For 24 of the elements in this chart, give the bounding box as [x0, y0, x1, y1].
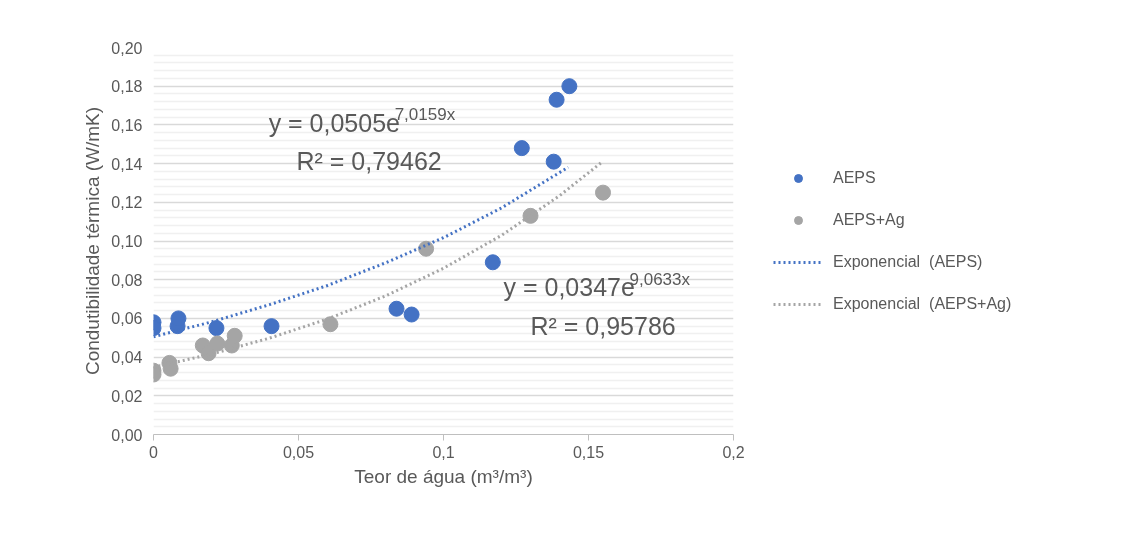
- y-tick-label: 0,14: [111, 155, 143, 173]
- x-tick-label: 0: [149, 443, 159, 461]
- x-tick-label: 0,15: [572, 443, 605, 461]
- annotation: R² = 0,79462: [296, 146, 442, 175]
- y-tick-label: 0,16: [111, 116, 143, 134]
- legend-label: AEPS: [833, 168, 876, 187]
- y-tick-label: 0,10: [111, 233, 143, 250]
- y-tick-label: 0,18: [111, 78, 143, 96]
- y-tick-label: 0,12: [111, 194, 143, 212]
- y-tick-label: 0,08: [111, 271, 143, 289]
- legend-label: Exponencial (AEPS): [833, 252, 983, 271]
- legend-label: AEPS+Ag: [833, 210, 905, 229]
- y-tick-label: 0,02: [111, 387, 143, 405]
- y-tick-label: 0,04: [111, 349, 143, 367]
- legend-label: Exponencial (AEPS+Ag): [833, 294, 1012, 313]
- x-axis-title: Teor de água (m³/m³): [354, 465, 533, 487]
- y-tick-label: 0,00: [111, 426, 143, 444]
- y-axis-title: Condutibilidade térmica (W/mK): [82, 106, 104, 376]
- x-tick-label: 0,2: [722, 443, 745, 461]
- x-tick-label: 0,1: [432, 443, 455, 461]
- x-tick-label: 0,05: [282, 443, 315, 461]
- annotation: R² = 0,95786: [530, 311, 676, 340]
- y-tick-label: 0,20: [111, 39, 143, 57]
- y-tick-label: 0,06: [111, 310, 143, 328]
